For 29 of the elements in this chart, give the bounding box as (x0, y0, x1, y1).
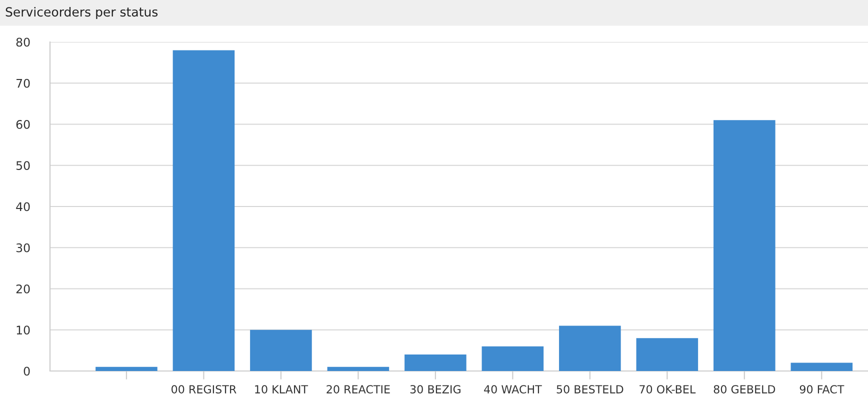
bar (404, 354, 466, 371)
y-tick-label: 0 (24, 366, 30, 376)
x-tick-label: 80 GEBELD (714, 385, 776, 394)
x-tick-label: 90 FACT (800, 385, 844, 394)
y-tick-label: 40 (16, 202, 30, 212)
bar (714, 120, 776, 371)
x-tick-label: 20 REACTIE (326, 385, 390, 394)
y-tick-label: 50 (16, 161, 30, 170)
x-tick-label: 30 BEZIG (410, 385, 460, 394)
y-tick-label: 80 (16, 38, 30, 47)
bar (96, 366, 158, 371)
x-tick-label: 00 REGISTR (172, 385, 236, 394)
bar (790, 362, 853, 371)
chart-title: Serviceorders per status (6, 6, 158, 20)
x-tick-label: 70 OK-BEL (640, 385, 696, 394)
bar (482, 346, 544, 371)
y-tick-label: 70 (16, 78, 30, 88)
bar (172, 50, 235, 371)
x-tick-label: 10 KLANT (255, 385, 308, 394)
bar (559, 326, 621, 371)
bar (636, 338, 698, 371)
bar (327, 366, 390, 371)
y-tick-label: 30 (16, 243, 30, 252)
bar (250, 330, 312, 371)
y-tick-label: 60 (16, 120, 30, 129)
y-tick-label: 20 (16, 284, 30, 294)
x-tick-label: 50 BESTELD (556, 385, 624, 394)
y-tick-label: 10 (16, 326, 30, 335)
x-tick-label: 40 WACHT (484, 385, 542, 394)
